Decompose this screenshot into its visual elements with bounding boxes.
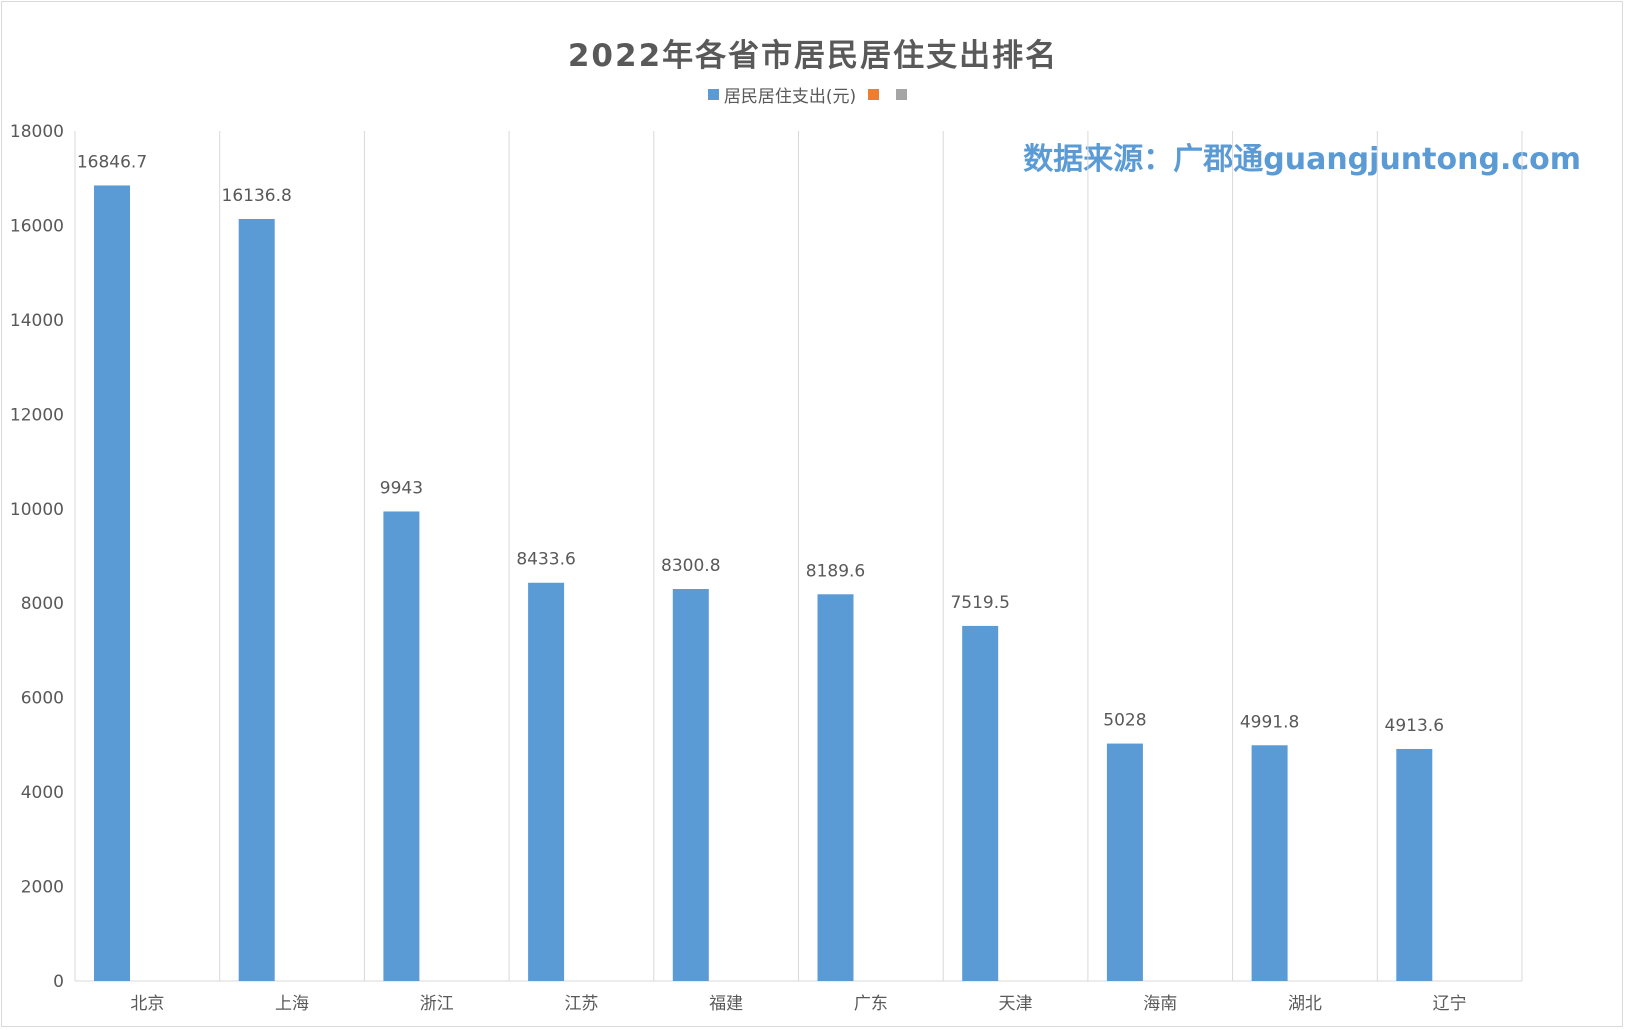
y-tick-label: 4000 (21, 783, 64, 803)
legend-swatch-2 (868, 89, 880, 100)
y-tick-label: 0 (53, 972, 64, 992)
y-tick-label: 14000 (10, 311, 64, 331)
y-tick-label: 18000 (10, 122, 64, 142)
data-label: 9943 (380, 478, 423, 498)
bar (528, 582, 565, 981)
data-label: 8433.6 (516, 550, 575, 570)
bar (817, 594, 854, 981)
data-label: 5028 (1103, 711, 1146, 731)
y-tick-label: 10000 (10, 500, 64, 520)
legend-label-1: 居民居住支出(元) (723, 87, 857, 107)
data-label: 16136.8 (222, 186, 292, 206)
x-category-label: 江苏 (564, 994, 598, 1014)
bar (672, 589, 709, 981)
x-category-label: 辽宁 (1433, 994, 1467, 1014)
legend-swatch-3 (896, 89, 908, 100)
x-category-label: 海南 (1143, 994, 1177, 1014)
legend-entry-2 (868, 89, 884, 100)
x-category-label: 广东 (854, 994, 888, 1014)
x-category-label: 北京 (130, 994, 164, 1014)
legend-entry-3 (896, 89, 912, 100)
bar (383, 511, 420, 981)
bar (962, 625, 999, 981)
chart-legend: 居民居住支出(元) (0, 82, 1626, 107)
data-label: 8300.8 (661, 556, 720, 576)
x-category-label: 福建 (709, 994, 743, 1014)
data-label: 7519.5 (950, 593, 1009, 613)
data-label: 4913.6 (1385, 716, 1444, 736)
y-tick-label: 6000 (21, 689, 64, 709)
source-note: 数据来源：广郡通guangjuntong.com (1023, 142, 1581, 177)
data-label: 4991.8 (1240, 712, 1299, 732)
bar (94, 185, 130, 981)
bar (238, 218, 275, 982)
bar (1396, 748, 1433, 981)
x-category-label: 天津 (999, 994, 1033, 1014)
x-category-label: 浙江 (420, 994, 454, 1014)
y-tick-label: 8000 (21, 594, 64, 614)
data-label: 8189.6 (806, 561, 865, 581)
bar (1106, 743, 1143, 981)
bar (1251, 745, 1288, 981)
x-category-label: 湖北 (1288, 994, 1322, 1014)
data-label: 16846.7 (77, 152, 147, 172)
x-category-label: 上海 (275, 994, 309, 1014)
legend-swatch-1 (707, 89, 719, 100)
y-tick-label: 12000 (10, 405, 64, 425)
y-tick-label: 2000 (21, 878, 64, 898)
chart-title: 2022年各省市居民居住支出排名 (567, 38, 1059, 74)
legend-entry-1: 居民居住支出(元) (707, 82, 857, 107)
y-tick-label: 16000 (10, 216, 64, 236)
